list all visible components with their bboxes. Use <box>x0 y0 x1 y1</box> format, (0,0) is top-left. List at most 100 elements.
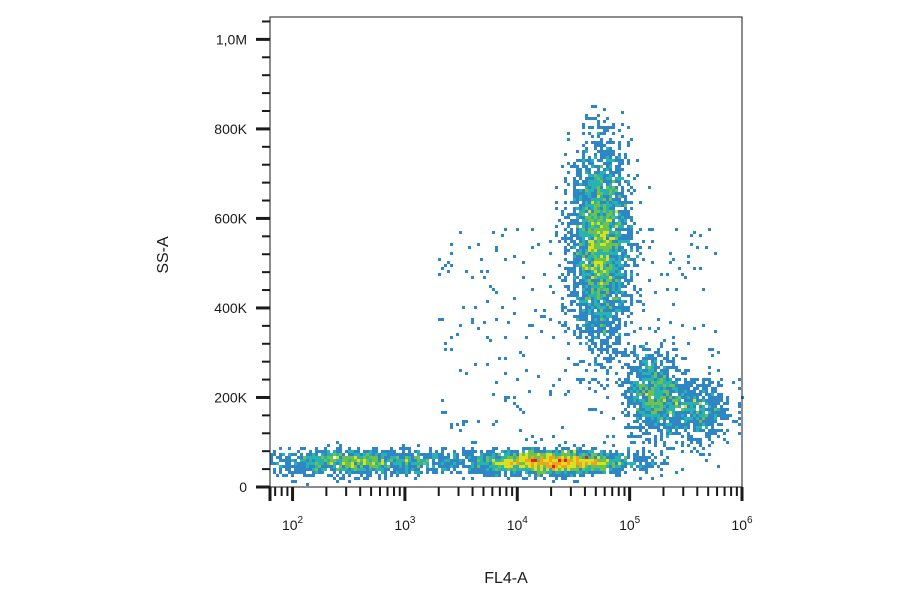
data-point <box>450 336 453 339</box>
data-point <box>594 240 597 243</box>
data-point <box>594 315 597 318</box>
data-point <box>327 450 330 453</box>
data-point <box>630 201 633 204</box>
data-point <box>621 234 624 237</box>
data-point <box>717 414 720 417</box>
data-point <box>471 321 474 324</box>
data-point <box>621 294 624 297</box>
data-point <box>627 462 630 465</box>
data-point <box>696 387 699 390</box>
data-point <box>657 387 660 390</box>
data-point <box>573 363 576 366</box>
data-point <box>645 369 648 372</box>
data-point <box>576 171 579 174</box>
data-point <box>639 417 642 420</box>
data-point <box>627 225 630 228</box>
data-point <box>651 393 654 396</box>
data-point <box>417 471 420 474</box>
data-point <box>618 144 621 147</box>
data-point <box>615 453 618 456</box>
data-point <box>606 252 609 255</box>
data-point <box>660 438 663 441</box>
data-point <box>294 471 297 474</box>
data-point <box>690 414 693 417</box>
data-point <box>297 465 300 468</box>
data-point <box>645 420 648 423</box>
data-point <box>708 411 711 414</box>
data-point <box>579 381 582 384</box>
data-point <box>591 330 594 333</box>
data-point <box>471 441 474 444</box>
data-point <box>597 246 600 249</box>
data-point <box>600 459 603 462</box>
data-point <box>642 372 645 375</box>
data-point <box>594 318 597 321</box>
data-point <box>507 396 510 399</box>
data-point <box>417 456 420 459</box>
data-point <box>432 471 435 474</box>
data-point <box>297 471 300 474</box>
data-point <box>618 240 621 243</box>
data-point <box>516 405 519 408</box>
data-point <box>462 477 465 480</box>
data-point <box>363 456 366 459</box>
data-point <box>459 369 462 372</box>
data-point <box>501 306 504 309</box>
data-point <box>474 471 477 474</box>
data-point <box>639 345 642 348</box>
data-point <box>612 261 615 264</box>
data-point <box>567 309 570 312</box>
data-point <box>561 447 564 450</box>
data-point <box>393 456 396 459</box>
data-point <box>588 228 591 231</box>
data-point <box>630 351 633 354</box>
data-point <box>585 219 588 222</box>
data-point <box>573 471 576 474</box>
data-point <box>303 462 306 465</box>
data-point <box>630 207 633 210</box>
data-point <box>567 342 570 345</box>
data-point <box>282 459 285 462</box>
data-point <box>606 330 609 333</box>
data-point <box>522 459 525 462</box>
data-point <box>579 333 582 336</box>
data-point <box>399 462 402 465</box>
data-point <box>576 291 579 294</box>
data-point <box>444 348 447 351</box>
data-point <box>597 120 600 123</box>
data-point <box>663 372 666 375</box>
data-point <box>591 195 594 198</box>
data-point <box>630 426 633 429</box>
data-point <box>504 399 507 402</box>
data-point <box>642 387 645 390</box>
data-point <box>528 324 531 327</box>
data-point <box>609 309 612 312</box>
data-point <box>576 213 579 216</box>
data-point <box>633 435 636 438</box>
data-point <box>591 240 594 243</box>
data-point <box>651 387 654 390</box>
data-point <box>648 465 651 468</box>
data-point <box>426 462 429 465</box>
data-point <box>579 303 582 306</box>
data-point <box>627 414 630 417</box>
data-point <box>645 396 648 399</box>
data-point <box>504 258 507 261</box>
data-point <box>348 459 351 462</box>
data-point <box>585 264 588 267</box>
data-point <box>516 468 519 471</box>
data-point <box>495 291 498 294</box>
data-point <box>681 408 684 411</box>
data-point <box>450 459 453 462</box>
data-point <box>357 450 360 453</box>
data-point <box>492 447 495 450</box>
data-point <box>606 174 609 177</box>
data-point <box>471 468 474 471</box>
data-point <box>576 198 579 201</box>
data-point <box>372 447 375 450</box>
data-point <box>576 207 579 210</box>
data-point <box>408 459 411 462</box>
data-point <box>624 300 627 303</box>
data-point <box>615 159 618 162</box>
data-point <box>660 429 663 432</box>
